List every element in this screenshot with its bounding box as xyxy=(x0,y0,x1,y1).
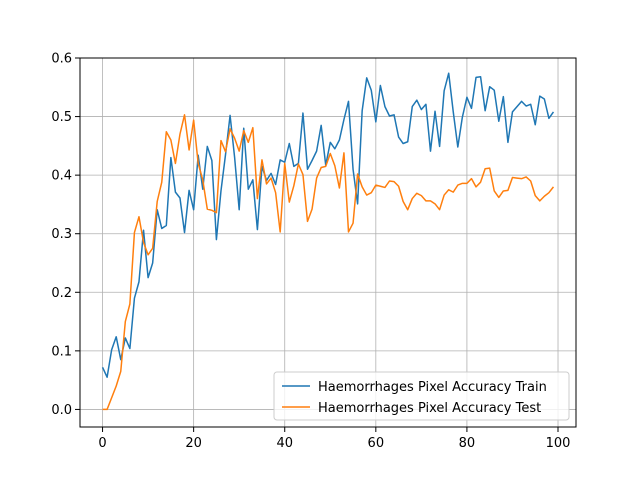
y-tick-label: 0.3 xyxy=(51,227,72,242)
x-tick-label: 0 xyxy=(98,436,106,451)
y-tick-label: 0.4 xyxy=(51,169,72,184)
x-tick-label: 100 xyxy=(546,436,571,451)
x-tick-label: 60 xyxy=(368,436,385,451)
y-tick-label: 0.5 xyxy=(51,110,72,125)
y-tick-label: 0.0 xyxy=(51,403,72,418)
series-lines xyxy=(101,72,555,411)
y-tick-label: 0.1 xyxy=(51,344,72,359)
legend: Haemorrhages Pixel Accuracy Train Haemor… xyxy=(273,371,570,421)
series-line-test xyxy=(102,114,555,411)
axis-ticks: 0 20 40 60 80 100 0.0 0.1 0.2 0.3 0.4 0.5 0.6 xyxy=(51,52,570,452)
x-tick-label: 20 xyxy=(185,436,202,451)
y-tick-label: 0.2 xyxy=(51,286,72,301)
plot-frame xyxy=(79,57,577,428)
x-tick-label: 80 xyxy=(459,436,476,451)
y-tick-label: 0.6 xyxy=(51,52,72,67)
x-tick-label: 40 xyxy=(276,436,293,451)
series-line-train xyxy=(101,72,555,378)
legend-label-train: Haemorrhages Pixel Accuracy Train xyxy=(318,380,547,395)
plot-area xyxy=(80,58,576,427)
legend-label-test: Haemorrhages Pixel Accuracy Test xyxy=(318,401,541,416)
legend-box xyxy=(273,371,570,421)
